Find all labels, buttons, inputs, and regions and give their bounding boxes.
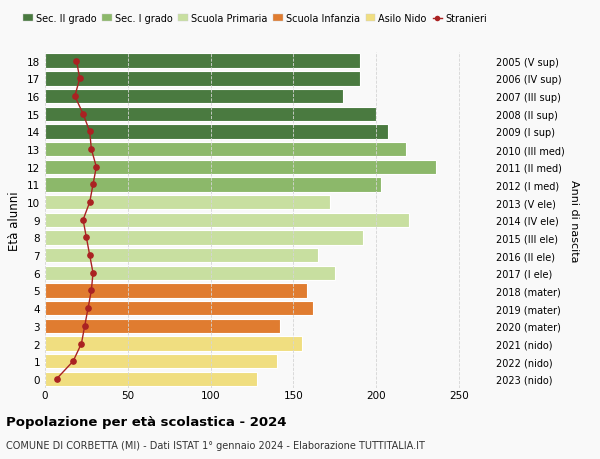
Bar bbox=[45, 248, 318, 263]
Bar bbox=[45, 354, 277, 369]
Bar bbox=[45, 196, 330, 210]
Bar bbox=[45, 266, 335, 280]
Bar bbox=[45, 143, 406, 157]
Bar bbox=[45, 160, 436, 174]
Bar bbox=[45, 213, 409, 228]
Bar bbox=[45, 178, 381, 192]
Bar bbox=[45, 301, 313, 316]
Text: Popolazione per età scolastica - 2024: Popolazione per età scolastica - 2024 bbox=[6, 415, 287, 428]
Bar bbox=[45, 72, 359, 86]
Y-axis label: Età alunni: Età alunni bbox=[8, 190, 22, 250]
Text: COMUNE DI CORBETTA (MI) - Dati ISTAT 1° gennaio 2024 - Elaborazione TUTTITALIA.I: COMUNE DI CORBETTA (MI) - Dati ISTAT 1° … bbox=[6, 440, 425, 450]
Bar bbox=[45, 319, 280, 333]
Bar bbox=[45, 372, 257, 386]
Y-axis label: Anni di nascita: Anni di nascita bbox=[569, 179, 579, 262]
Bar bbox=[45, 107, 376, 122]
Bar bbox=[45, 231, 363, 245]
Bar bbox=[45, 90, 343, 104]
Legend: Sec. II grado, Sec. I grado, Scuola Primaria, Scuola Infanzia, Asilo Nido, Stran: Sec. II grado, Sec. I grado, Scuola Prim… bbox=[23, 14, 487, 24]
Bar bbox=[45, 125, 388, 140]
Bar bbox=[45, 54, 359, 69]
Bar bbox=[45, 284, 307, 298]
Bar bbox=[45, 336, 302, 351]
